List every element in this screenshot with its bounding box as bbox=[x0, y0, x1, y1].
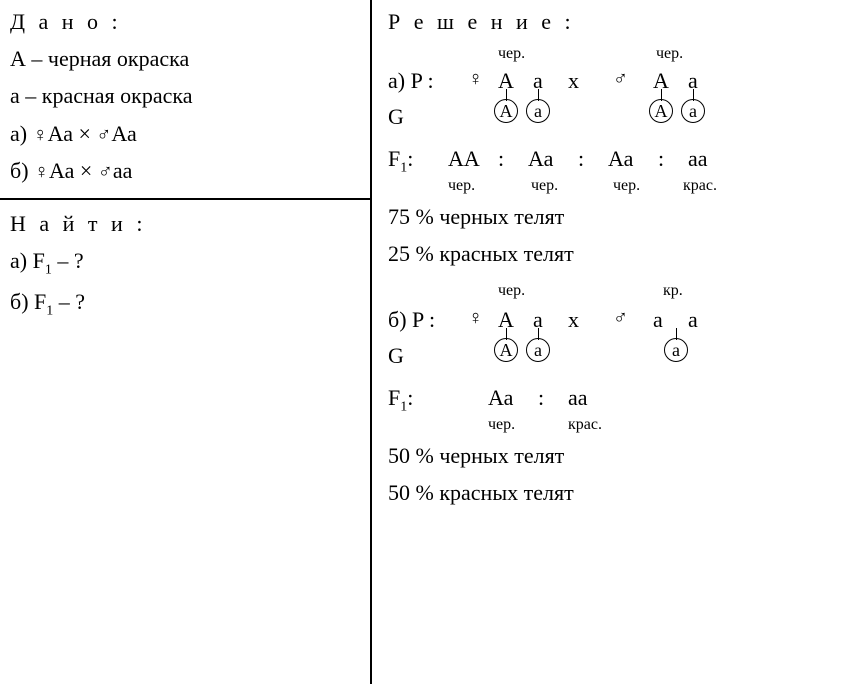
a-p-label: а) P : bbox=[388, 63, 434, 98]
result-b1: 50 % черных телят bbox=[388, 438, 858, 473]
male-icon: ♂ bbox=[613, 63, 628, 95]
find-q: – ? bbox=[52, 248, 84, 273]
given-line-2: а – красная окраска bbox=[10, 78, 360, 113]
g-label: G bbox=[388, 99, 404, 134]
cross-b-label: б) bbox=[10, 158, 29, 183]
allele-a: а bbox=[688, 302, 698, 337]
g-row-b: G А а а bbox=[388, 338, 858, 368]
f1-sub: 1 bbox=[45, 263, 52, 278]
f1-ph-row-b: чер. крас. bbox=[388, 412, 858, 436]
g-label: G bbox=[388, 338, 404, 373]
find-q: – ? bbox=[53, 289, 85, 314]
sep-colon: : bbox=[578, 141, 584, 176]
f1-row-a: F1: АА : Аа : Аа : аа bbox=[388, 141, 858, 171]
given-block: Д а н о : А – черная окраска а – красная… bbox=[10, 2, 360, 190]
ph-kr: кр. bbox=[663, 278, 683, 304]
gamete-a: а bbox=[681, 99, 705, 123]
geno-Aa: Аа bbox=[608, 141, 633, 176]
gamete-A: А bbox=[649, 99, 673, 123]
find-a-text: а) F bbox=[10, 248, 45, 273]
f1-row-b: F1: Аа : аа bbox=[388, 380, 858, 410]
gamete-a: а bbox=[526, 99, 550, 123]
result-a1: 75 % черных телят bbox=[388, 199, 858, 234]
f1-colon: : bbox=[407, 385, 413, 410]
male-icon: ♂ bbox=[613, 302, 628, 334]
ph-row-a: чер. чер. bbox=[388, 41, 858, 61]
ph-kras: крас. bbox=[568, 412, 602, 438]
horizontal-divider bbox=[0, 198, 370, 200]
genotype-aa-f: Аа bbox=[48, 121, 73, 146]
geno-aa: аа bbox=[568, 380, 588, 415]
sep-colon: : bbox=[658, 141, 664, 176]
geno-aa: аа bbox=[688, 141, 708, 176]
ph-row-b: чер. кр. bbox=[388, 278, 858, 300]
gamete-a: а bbox=[664, 338, 688, 362]
genotype-aa-m: аа bbox=[113, 158, 133, 183]
find-a: а) F1 – ? bbox=[10, 243, 360, 282]
female-icon: ♀ bbox=[34, 161, 49, 183]
geno-Aa: Аа bbox=[528, 141, 553, 176]
genotype-aa-m: Аа bbox=[111, 121, 136, 146]
spacer bbox=[388, 368, 858, 378]
ph-cher: чер. bbox=[613, 173, 640, 199]
male-icon: ♂ bbox=[98, 161, 113, 183]
f1-ph-row-a: чер. чер. чер. крас. bbox=[388, 173, 858, 197]
find-b: б) F1 – ? bbox=[10, 284, 360, 323]
find-header: Н а й т и : bbox=[10, 206, 360, 241]
geno-Aa: Аа bbox=[488, 380, 513, 415]
ph-cher: чер. bbox=[531, 173, 558, 199]
sep-colon: : bbox=[498, 141, 504, 176]
genotype-aa-f: Аа bbox=[49, 158, 74, 183]
f1-label: F bbox=[388, 385, 400, 410]
p-row-a: а) P : ♀ А а х ♂ А а bbox=[388, 63, 858, 97]
gamete-a: а bbox=[526, 338, 550, 362]
p-row-b: б) P : ♀ А а х ♂ а а bbox=[388, 302, 858, 336]
ph-kras: крас. bbox=[683, 173, 717, 199]
cross-a-label: а) bbox=[10, 121, 27, 146]
ph-cher: чер. bbox=[448, 173, 475, 199]
given-line-1: А – черная окраска bbox=[10, 41, 360, 76]
given-cross-b: б) ♀Аа × ♂аа bbox=[10, 153, 360, 188]
female-icon: ♀ bbox=[468, 63, 483, 95]
vertical-divider bbox=[370, 0, 372, 684]
result-a2: 25 % красных телят bbox=[388, 236, 858, 271]
g-row-a: G А а А а bbox=[388, 99, 858, 129]
ph-cher: чер. bbox=[488, 412, 515, 438]
page: Д а н о : А – черная окраска а – красная… bbox=[0, 0, 866, 684]
geno-AA: АА bbox=[448, 141, 480, 176]
given-header: Д а н о : bbox=[10, 4, 360, 39]
cross-x: х bbox=[568, 302, 579, 337]
ph-cher: чер. bbox=[498, 278, 525, 304]
times-sign: × bbox=[80, 158, 92, 183]
cross-x: х bbox=[568, 63, 579, 98]
times-sign: × bbox=[78, 121, 90, 146]
male-icon: ♂ bbox=[96, 124, 111, 146]
result-b2: 50 % красных телят bbox=[388, 475, 858, 510]
sep-colon: : bbox=[538, 380, 544, 415]
spacer bbox=[388, 129, 858, 139]
b-p-label: б) P : bbox=[388, 302, 435, 337]
f1-label: F bbox=[388, 146, 400, 171]
find-block: Н а й т и : а) F1 – ? б) F1 – ? bbox=[10, 204, 360, 325]
allele-a: а bbox=[653, 302, 663, 337]
find-b-text: б) F bbox=[10, 289, 46, 314]
solution-header: Р е ш е н и е : bbox=[388, 4, 858, 39]
female-icon: ♀ bbox=[33, 124, 48, 146]
gamete-A: А bbox=[494, 338, 518, 362]
f1-colon: : bbox=[407, 146, 413, 171]
given-cross-a: а) ♀Аа × ♂Аа bbox=[10, 116, 360, 151]
gamete-A: А bbox=[494, 99, 518, 123]
solution-block: Р е ш е н и е : чер. чер. а) P : ♀ А а х… bbox=[388, 2, 858, 512]
female-icon: ♀ bbox=[468, 302, 483, 334]
